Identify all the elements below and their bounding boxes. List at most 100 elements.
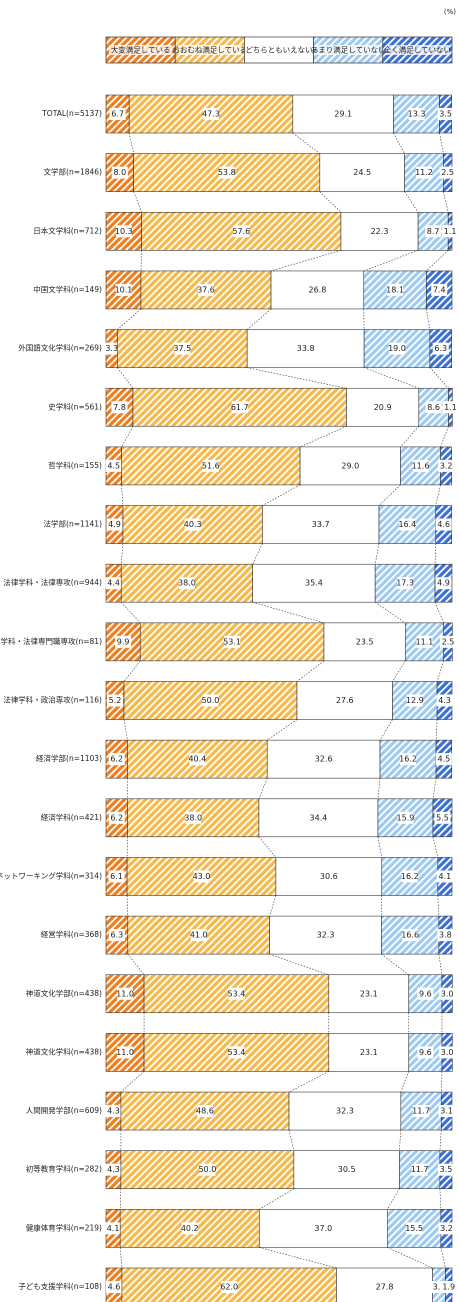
connector (121, 484, 124, 506)
category-label: 経営学科(n=368) (41, 929, 102, 939)
value-label-bg (387, 283, 404, 296)
value-label-bg (199, 1163, 216, 1176)
connector (262, 484, 301, 506)
value-label-bg (338, 1163, 355, 1176)
category-label: 中国文学科(n=149) (33, 284, 102, 294)
value-label: 33.7 (312, 520, 330, 529)
connector (434, 602, 444, 623)
value-label: 13.3 (408, 110, 426, 119)
value-label-bg (401, 870, 418, 883)
value-label-bg (413, 1105, 430, 1118)
connector (121, 601, 141, 624)
value-label: 23.1 (360, 1048, 378, 1057)
value-label: 11.7 (411, 1165, 429, 1174)
value-label-bg (106, 694, 123, 707)
value-label: 6.3 (434, 344, 447, 353)
value-label-bg (417, 1046, 434, 1059)
value-label: 43.0 (193, 872, 211, 881)
connector (270, 250, 342, 272)
connector (246, 308, 272, 330)
value-label-bg (436, 694, 453, 707)
value-label: 8.0 (113, 168, 126, 177)
value-label: 3.2 (440, 1224, 453, 1233)
value-label-bg (305, 577, 322, 590)
value-label-bg (435, 577, 452, 590)
value-label: 1.1 (444, 403, 457, 412)
value-label: 19.0 (388, 344, 406, 353)
value-label: 47.3 (202, 110, 220, 119)
category-label: 人間開発学部(n=609) (26, 1105, 102, 1115)
value-label: 4.3 (107, 1165, 120, 1174)
category-label: 経済ネットワーキング学科(n=314) (0, 870, 102, 880)
value-label: 2.5 (441, 168, 454, 177)
value-label-bg (203, 108, 220, 120)
connector (299, 425, 347, 448)
connector (121, 426, 134, 448)
value-label: 15.5 (405, 1224, 423, 1233)
connector (119, 1188, 122, 1210)
category-label: 健康体育学科(n=219) (26, 1222, 102, 1232)
value-label-bg (202, 459, 219, 472)
value-label: 61.7 (231, 403, 249, 412)
legend-label: 全く満足していない (384, 45, 451, 55)
value-label-bg (310, 811, 327, 824)
value-label: 8.6 (427, 403, 440, 412)
connector (387, 1188, 400, 1210)
value-label-bg (108, 753, 125, 766)
value-label: 3.5 (440, 1165, 453, 1174)
value-label: 57.6 (232, 227, 250, 236)
value-label-bg (297, 342, 314, 355)
value-label: 11.1 (416, 637, 434, 646)
connector (123, 660, 141, 682)
category-label: 法律学科・政治専攻(n=116) (3, 695, 102, 705)
value-label: 40.3 (184, 520, 202, 529)
category-label: TOTAL(n=5137) (41, 109, 102, 118)
category-label: 外国語文化学科(n=269) (18, 343, 102, 353)
value-label: 4.9 (108, 520, 121, 529)
unit-label: (%) (444, 8, 456, 16)
connector (437, 895, 440, 917)
value-label-bg (111, 166, 128, 179)
value-label: 30.5 (338, 1165, 356, 1174)
value-label-bg (228, 1046, 245, 1059)
value-label: 35.4 (305, 579, 323, 588)
value-label-bg (437, 1163, 454, 1176)
value-label: 11.2 (415, 168, 433, 177)
connector (432, 836, 439, 858)
connector (126, 895, 129, 917)
category-label: 経済学科(n=421) (41, 812, 102, 822)
value-label-bg (115, 283, 132, 296)
value-label-bg (435, 753, 452, 766)
value-label: 4.3 (438, 696, 451, 705)
value-label: 4.6 (437, 520, 450, 529)
legend-text-bg (247, 45, 311, 55)
value-label: 4.9 (437, 579, 450, 588)
connector (133, 191, 142, 213)
value-label-bg (397, 811, 414, 824)
value-label-bg (108, 870, 125, 883)
value-label: 4.5 (107, 461, 120, 470)
value-label: 37.0 (314, 1224, 332, 1233)
value-label: 7.8 (113, 403, 126, 412)
connector (440, 1247, 446, 1269)
value-label: 32.6 (315, 755, 333, 764)
connector (292, 132, 321, 154)
value-label: 24.5 (353, 168, 371, 177)
value-label: 6.1 (110, 872, 123, 881)
bar-segment (346, 387, 420, 427)
value-label: 4.5 (438, 755, 451, 764)
value-label: 4.1 (107, 1224, 120, 1233)
category-label: 日本文学科(n=712) (33, 225, 102, 235)
connector (440, 1071, 443, 1093)
value-label: 11.7 (412, 1107, 430, 1116)
connector (267, 719, 298, 741)
value-label-bg (388, 342, 405, 355)
legend-label: 大変満足している (111, 45, 171, 55)
connector (319, 191, 342, 213)
value-label-bg (360, 987, 377, 1000)
category-label: 経済学部(n=1103) (36, 753, 102, 763)
value-label: 6.3 (111, 931, 124, 940)
connector (128, 132, 134, 154)
value-label-bg (197, 283, 214, 296)
value-label: 4.1 (439, 872, 452, 881)
